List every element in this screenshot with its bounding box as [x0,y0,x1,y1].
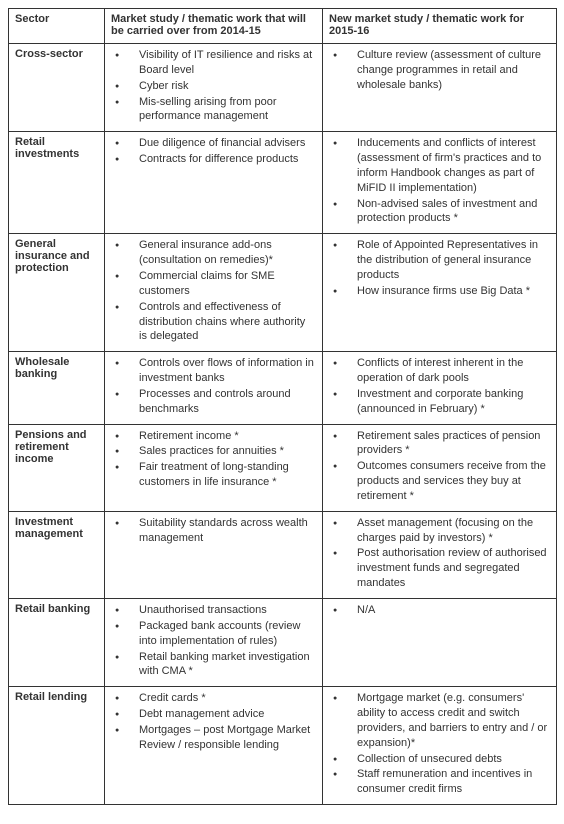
sector-cell: Retail investments [9,132,105,234]
sector-cell: Retail lending [9,687,105,805]
list-item: Role of Appointed Representatives in the… [329,238,550,283]
new-work-cell: N/A [323,599,557,687]
list-item: Controls over flows of information in in… [111,356,316,386]
carried-over-cell: Due diligence of financial advisersContr… [105,132,323,234]
list-item: Contracts for difference products [111,152,316,167]
table-header-row: Sector Market study / thematic work that… [9,9,557,44]
sector-cell: Cross-sector [9,44,105,132]
list-item: Packaged bank accounts (review into impl… [111,619,316,649]
table-row: Wholesale bankingControls over flows of … [9,352,557,424]
list-item: Credit cards * [111,691,316,706]
sector-cell: Pensions and retirement income [9,424,105,511]
col-new-work: New market study / thematic work for 201… [323,9,557,44]
carried-over-cell: General insurance add-ons (consultation … [105,234,323,352]
sector-cell: General insurance and protection [9,234,105,352]
list-item: Mortgages – post Mortgage Market Review … [111,723,316,753]
carried-over-cell: Suitability standards across wealth mana… [105,511,323,598]
list-item: Inducements and conflicts of interest (a… [329,136,550,195]
list-item: Commercial claims for SME customers [111,269,316,299]
list-item: Fair treatment of long-standing customer… [111,460,316,490]
list-item: Staff remuneration and incentives in con… [329,767,550,797]
market-study-table: Sector Market study / thematic work that… [8,8,557,805]
list-item: Sales practices for annuities * [111,444,316,459]
sector-cell: Retail banking [9,599,105,687]
list-item: Due diligence of financial advisers [111,136,316,151]
list-item: How insurance firms use Big Data * [329,284,550,299]
list-item: Post authorisation review of authorised … [329,546,550,591]
sector-cell: Investment management [9,511,105,598]
list-item: Mortgage market (e.g. consumers' ability… [329,691,550,750]
list-item: Debt management advice [111,707,316,722]
list-item: Collection of unsecured debts [329,752,550,767]
new-work-cell: Mortgage market (e.g. consumers' ability… [323,687,557,805]
list-item: Cyber risk [111,79,316,94]
table-row: Retail lendingCredit cards *Debt managem… [9,687,557,805]
carried-over-cell: Visibility of IT resilience and risks at… [105,44,323,132]
list-item: Retirement income * [111,429,316,444]
list-item: Retirement sales practices of pension pr… [329,429,550,459]
carried-over-cell: Retirement income *Sales practices for a… [105,424,323,511]
carried-over-cell: Credit cards *Debt management adviceMort… [105,687,323,805]
new-work-cell: Asset management (focusing on the charge… [323,511,557,598]
table-row: Pensions and retirement incomeRetirement… [9,424,557,511]
new-work-cell: Conflicts of interest inherent in the op… [323,352,557,424]
carried-over-cell: Unauthorised transactionsPackaged bank a… [105,599,323,687]
list-item: Processes and controls around benchmarks [111,387,316,417]
list-item: Investment and corporate banking (announ… [329,387,550,417]
list-item: Retail banking market investigation with… [111,650,316,680]
new-work-cell: Retirement sales practices of pension pr… [323,424,557,511]
list-item: Culture review (assessment of culture ch… [329,48,550,93]
list-item: General insurance add-ons (consultation … [111,238,316,268]
list-item: Non-advised sales of investment and prot… [329,197,550,227]
new-work-cell: Culture review (assessment of culture ch… [323,44,557,132]
table-row: Retail investmentsDue diligence of finan… [9,132,557,234]
list-item: Asset management (focusing on the charge… [329,516,550,546]
list-item: Controls and effectiveness of distributi… [111,300,316,345]
new-work-cell: Role of Appointed Representatives in the… [323,234,557,352]
table-row: Retail bankingUnauthorised transactionsP… [9,599,557,687]
list-item: N/A [329,603,550,618]
col-sector: Sector [9,9,105,44]
list-item: Suitability standards across wealth mana… [111,516,316,546]
table-row: Cross-sectorVisibility of IT resilience … [9,44,557,132]
carried-over-cell: Controls over flows of information in in… [105,352,323,424]
new-work-cell: Inducements and conflicts of interest (a… [323,132,557,234]
table-row: Investment managementSuitability standar… [9,511,557,598]
col-carried-over: Market study / thematic work that will b… [105,9,323,44]
sector-cell: Wholesale banking [9,352,105,424]
list-item: Outcomes consumers receive from the prod… [329,459,550,504]
table-row: General insurance and protectionGeneral … [9,234,557,352]
list-item: Mis-selling arising from poor performanc… [111,95,316,125]
list-item: Unauthorised transactions [111,603,316,618]
list-item: Conflicts of interest inherent in the op… [329,356,550,386]
list-item: Visibility of IT resilience and risks at… [111,48,316,78]
